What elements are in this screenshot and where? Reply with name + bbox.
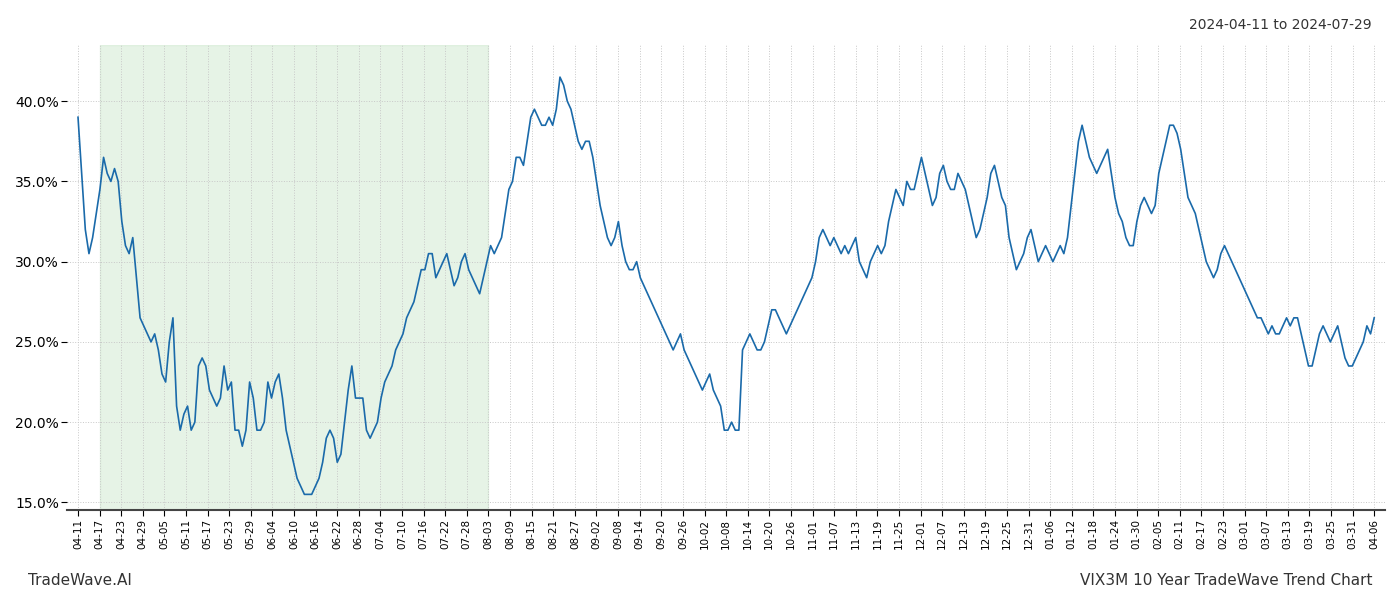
Bar	[99, 45, 489, 511]
Text: 2024-04-11 to 2024-07-29: 2024-04-11 to 2024-07-29	[1190, 18, 1372, 32]
Text: TradeWave.AI: TradeWave.AI	[28, 573, 132, 588]
Text: VIX3M 10 Year TradeWave Trend Chart: VIX3M 10 Year TradeWave Trend Chart	[1079, 573, 1372, 588]
